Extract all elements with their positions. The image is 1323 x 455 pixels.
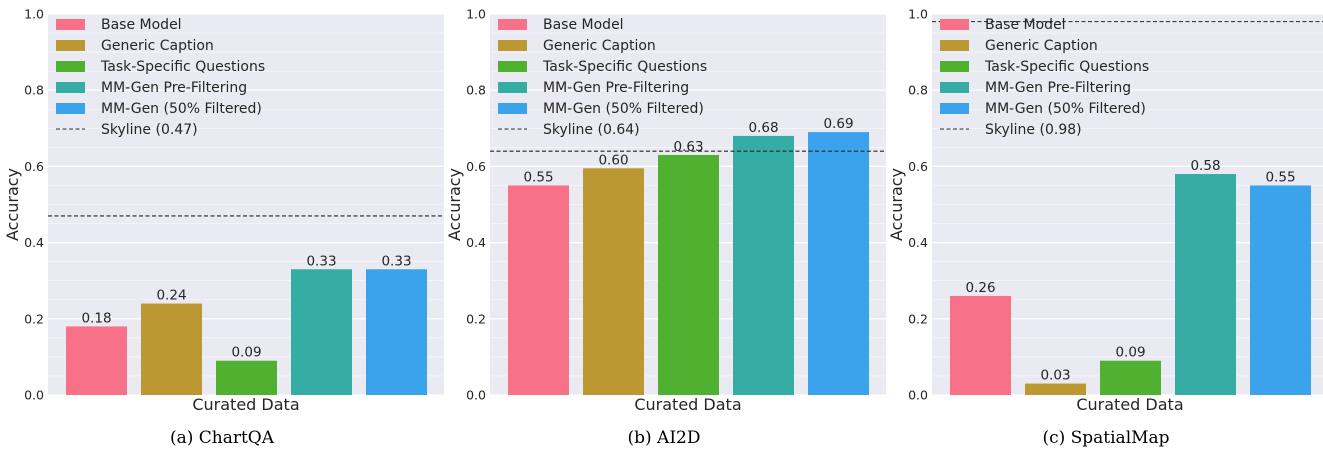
- y-tick-label: 0.4: [24, 235, 44, 250]
- bar-5: [366, 269, 427, 395]
- legend-swatch-3: [56, 61, 85, 72]
- legend-swatch-1: [56, 19, 85, 30]
- legend-label: MM-Gen (50% Filtered): [543, 101, 704, 117]
- legend-label: MM-Gen (50% Filtered): [985, 101, 1146, 117]
- bar-2: [141, 303, 202, 395]
- legend-swatch-5: [498, 103, 527, 114]
- legend-swatch-2: [498, 40, 527, 51]
- legend-label: Generic Caption: [985, 38, 1098, 54]
- bar-3: [1100, 360, 1161, 395]
- bar-value-label: 0.09: [231, 345, 261, 361]
- legend-label: Task-Specific Questions: [542, 59, 707, 75]
- y-tick-label: 1.0: [24, 7, 44, 22]
- bar-value-label: 0.09: [1115, 345, 1145, 361]
- bar-value-label: 0.03: [1040, 368, 1070, 384]
- bar-value-label: 0.68: [748, 120, 778, 136]
- bar-2: [583, 168, 644, 395]
- bar-value-label: 0.24: [156, 288, 186, 304]
- y-tick-label: 0.6: [466, 159, 486, 174]
- bar-3: [658, 154, 719, 395]
- bar-value-label: 0.26: [965, 280, 995, 296]
- chart-panel-2: 0.0 0.2 0.4 0.6 0.8 1.0 0.55 0.60 0.63 0.68 0.69 Ba…: [445, 7, 886, 448]
- legend-label: MM-Gen Pre-Filtering: [101, 80, 247, 96]
- panel-caption: (b) AI2D: [628, 428, 701, 448]
- legend-label: Task-Specific Questions: [100, 59, 265, 75]
- bar-1: [66, 326, 127, 395]
- legend-label: Base Model: [101, 17, 182, 33]
- bar-4: [291, 269, 352, 395]
- panel-caption: (a) ChartQA: [170, 428, 275, 448]
- legend-label: Generic Caption: [543, 38, 656, 54]
- bar-1: [508, 185, 569, 395]
- x-axis-label: Curated Data: [1076, 395, 1183, 414]
- bar-value-label: 0.58: [1190, 158, 1220, 174]
- legend-swatch-1: [498, 19, 527, 30]
- bar-5: [1250, 185, 1311, 395]
- bar-value-label: 0.33: [381, 253, 411, 269]
- x-axis-label: Curated Data: [192, 395, 299, 414]
- bar-value-label: 0.63: [673, 139, 703, 155]
- bar-value-label: 0.18: [81, 310, 111, 326]
- legend-label: MM-Gen Pre-Filtering: [543, 80, 689, 96]
- legend-swatch-3: [940, 61, 969, 72]
- legend-label-skyline: Skyline (0.64): [543, 122, 640, 138]
- bar-value-label: 0.55: [1265, 169, 1295, 185]
- y-tick-label: 0.4: [908, 235, 928, 250]
- legend-label: Task-Specific Questions: [984, 59, 1149, 75]
- y-tick-label: 1.0: [908, 7, 928, 22]
- bar-5: [808, 132, 869, 396]
- legend-label-skyline: Skyline (0.47): [101, 122, 198, 138]
- y-tick-label: 0.2: [908, 311, 928, 326]
- x-axis-label: Curated Data: [634, 395, 741, 414]
- legend-swatch-2: [56, 40, 85, 51]
- legend-swatch-4: [498, 82, 527, 93]
- legend-label: Base Model: [985, 17, 1066, 33]
- legend-label-skyline: Skyline (0.98): [985, 122, 1082, 138]
- legend-swatch-4: [56, 82, 85, 93]
- legend-swatch-3: [498, 61, 527, 72]
- y-tick-label: 0.4: [466, 235, 486, 250]
- legend-label: MM-Gen Pre-Filtering: [985, 80, 1131, 96]
- y-tick-label: 0.6: [908, 159, 928, 174]
- legend-swatch-4: [940, 82, 969, 93]
- bar-3: [216, 360, 277, 395]
- bar-value-label: 0.55: [523, 169, 553, 185]
- bar-2: [1025, 383, 1086, 395]
- bar-value-label: 0.69: [823, 116, 853, 132]
- y-tick-label: 0.0: [24, 388, 44, 403]
- legend-label: MM-Gen (50% Filtered): [101, 101, 262, 117]
- y-tick-label: 0.0: [466, 388, 486, 403]
- legend-label: Generic Caption: [101, 38, 214, 54]
- legend-swatch-2: [940, 40, 969, 51]
- legend-swatch-1: [940, 19, 969, 30]
- y-axis-label: Accuracy: [3, 168, 22, 241]
- y-tick-label: 0.8: [908, 83, 928, 98]
- bar-value-label: 0.33: [306, 253, 336, 269]
- y-tick-label: 1.0: [466, 7, 486, 22]
- y-tick-label: 0.2: [466, 311, 486, 326]
- y-tick-label: 0.0: [908, 388, 928, 403]
- legend-label: Base Model: [543, 17, 624, 33]
- chart-panel-1: 0.0 0.2 0.4 0.6 0.8 1.0 0.18 0.24 0.09 0.33 0.33 Ba…: [3, 7, 444, 448]
- panel-caption: (c) SpatialMap: [1042, 428, 1169, 448]
- chart-panel-3: 0.0 0.2 0.4 0.6 0.8 1.0 0.26 0.03 0.09 0.58 0.55 Ba…: [887, 7, 1323, 448]
- y-tick-label: 0.8: [24, 83, 44, 98]
- bar-value-label: 0.60: [598, 152, 628, 168]
- legend-swatch-5: [56, 103, 85, 114]
- bar-1: [950, 295, 1011, 395]
- y-tick-label: 0.6: [24, 159, 44, 174]
- bar-4: [733, 135, 794, 396]
- bar-4: [1175, 174, 1236, 395]
- legend-swatch-5: [940, 103, 969, 114]
- y-axis-label: Accuracy: [445, 168, 464, 241]
- y-axis-label: Accuracy: [887, 168, 906, 241]
- y-tick-label: 0.8: [466, 83, 486, 98]
- y-tick-label: 0.2: [24, 311, 44, 326]
